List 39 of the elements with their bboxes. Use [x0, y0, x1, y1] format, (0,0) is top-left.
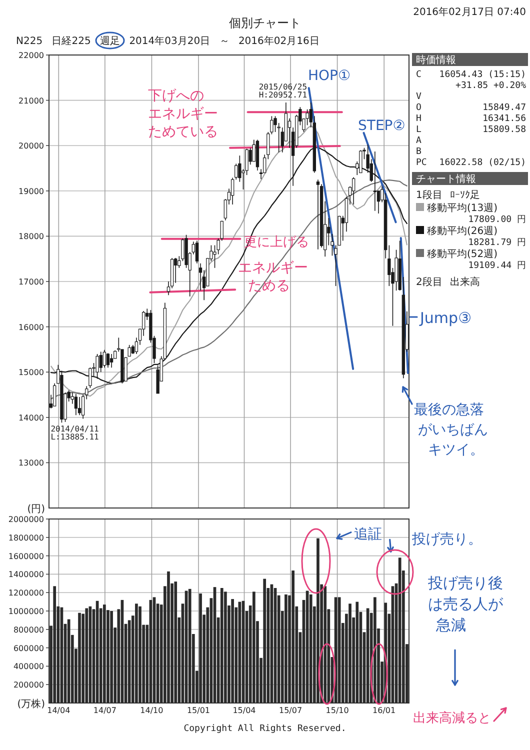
annotation: V	[416, 92, 422, 102]
subtitle: N225 日経225 週足 2014年03月20日 ～ 2016年02月16日	[16, 32, 320, 50]
annotation: 18281.79 円	[468, 238, 526, 248]
annotation: H	[416, 114, 422, 124]
annotation: 最後の急落がいちばんキツイ。	[414, 402, 488, 458]
annotation: B	[416, 147, 422, 157]
annotation: 追証	[354, 526, 382, 542]
annotation: チャート情報	[416, 174, 476, 185]
annotation: STEP②	[358, 118, 406, 134]
title: 個別チャート	[229, 16, 301, 30]
annotation: HOP①	[308, 68, 351, 84]
annotation: 投げ売り後は売る人が急減	[428, 574, 503, 634]
annotation: 出来高減ると	[413, 711, 491, 726]
annotation: Copyright All Rights Reserved.	[184, 724, 346, 734]
annotation: 19109.44 円	[468, 261, 526, 271]
annotation: ﾛｰｿｸ足	[450, 190, 480, 201]
annotation: 出来高	[450, 277, 480, 288]
annotation: PC	[416, 158, 427, 168]
annotation: Jump③	[420, 309, 472, 327]
annotation: 時価情報	[416, 55, 456, 66]
annotation: 下げへのエネルギーためている	[148, 88, 218, 140]
annotation: 15809.58	[482, 125, 526, 135]
annotation: 15849.47	[482, 103, 526, 113]
annotation: 2014/04/11 L:13885.11	[50, 424, 99, 442]
annotation: O	[416, 103, 422, 113]
annotation: +31.85 +0.20%	[456, 81, 526, 91]
annotation: 2015/06/25 H:20952.71	[258, 82, 308, 100]
annotation: C	[416, 70, 422, 80]
annotation: 16341.56	[482, 114, 526, 124]
annotation: 16022.58 (02/15)	[439, 158, 526, 168]
annotation: L	[416, 125, 422, 135]
annotation: 2016年02月17日 07:40	[413, 7, 526, 18]
chart-subtitle: N225 日経225 週足 2014年03月20日 ～ 2016年02月16日	[16, 35, 320, 47]
annotation: 投げ売り。	[412, 532, 482, 548]
annotation: A	[416, 136, 422, 146]
annotation: 2段目	[416, 277, 442, 288]
annotation: 17809.00 円	[468, 215, 526, 225]
annotation: 16054.43 (15:15)	[439, 70, 526, 80]
annotation: 1段目	[416, 190, 442, 201]
